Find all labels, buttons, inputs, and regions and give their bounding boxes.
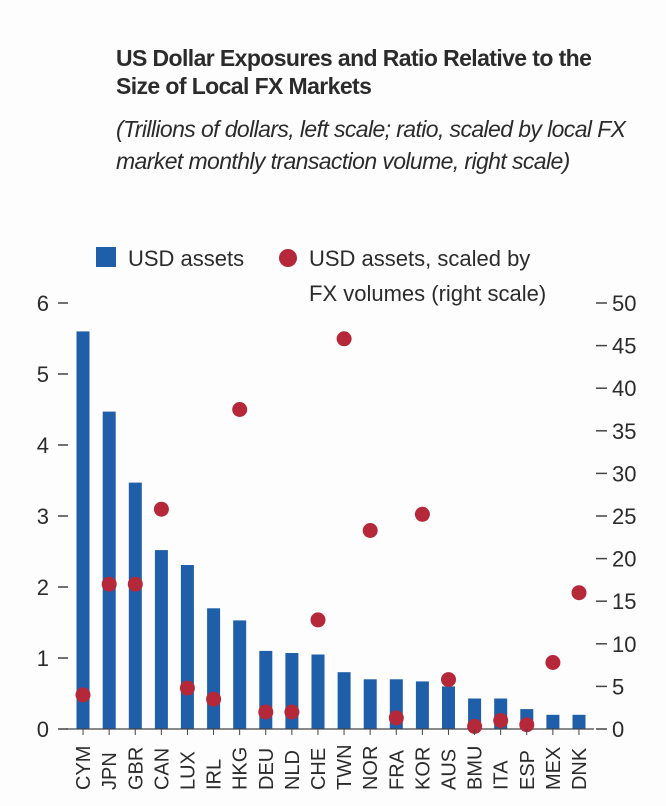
legend-bar-swatch: [96, 247, 116, 267]
dot-deu: [258, 704, 274, 720]
x-label-kor: KOR: [412, 747, 434, 790]
right-tick-label: 5: [612, 674, 624, 699]
x-label-che: CHE: [308, 748, 330, 790]
x-label-twn: TWN: [334, 744, 356, 790]
x-label-deu: DEU: [256, 748, 278, 790]
legend-dot-swatch: [279, 249, 297, 267]
dot-irl: [206, 691, 222, 707]
bar-aus: [442, 686, 455, 729]
dot-kor: [414, 506, 430, 522]
legend-label-scaled: USD assets, scaled by FX volumes (right …: [309, 246, 546, 306]
bar-dnk: [572, 714, 586, 729]
chart-subtitle: (Trillions of dollars, left scale; ratio…: [116, 116, 626, 174]
bar-hkg: [233, 620, 247, 729]
right-tick-label: 50: [612, 291, 636, 316]
x-label-jpn: JPN: [99, 752, 121, 790]
left-tick-label: 2: [37, 575, 49, 600]
right-tick-label: 35: [612, 419, 636, 444]
x-label-nld: NLD: [282, 750, 304, 790]
x-label-irl: IRL: [204, 759, 226, 790]
right-tick-label: 30: [612, 461, 636, 486]
dot-mex: [545, 655, 561, 670]
dot-series: [75, 331, 587, 734]
legend-label-scaled-line-2: FX volumes (right scale): [309, 281, 546, 306]
bar-twn: [337, 672, 351, 729]
bar-cym: [76, 331, 90, 729]
x-label-lux: LUX: [177, 751, 199, 790]
x-label-mex: MEX: [543, 747, 565, 790]
bar-mex: [546, 714, 560, 729]
dot-aus: [441, 672, 456, 688]
legend: USD assets USD assets, scaled by FX volu…: [96, 246, 546, 306]
x-label-dnk: DNK: [569, 747, 591, 790]
dot-dnk: [571, 585, 587, 601]
x-label-esp: ESP: [517, 750, 539, 790]
x-label-fra: FRA: [386, 749, 408, 790]
dot-ita: [493, 713, 509, 728]
right-tick-label: 25: [612, 504, 636, 529]
x-label-aus: AUS: [438, 749, 460, 790]
left-tick-label: 1: [37, 646, 49, 671]
bar-gbr: [128, 482, 142, 729]
dot-nor: [362, 523, 378, 538]
dot-can: [153, 501, 169, 517]
dot-hkg: [232, 402, 248, 417]
x-axis-labels: CYM JPN GBR CAN LUX IRL HKG DEU NLD CHE TWN NOR FRA K…: [73, 729, 591, 790]
bar-irl: [207, 608, 221, 729]
right-tick-label: 0: [612, 717, 624, 742]
chart-title: US Dollar Exposures and Ratio Relative t…: [116, 45, 592, 99]
right-axis: 0 5 10 15 20 25 30 35 40 45 50: [596, 291, 636, 742]
x-label-nor: NOR: [360, 746, 382, 790]
left-tick-label: 6: [37, 291, 49, 316]
right-tick-label: 10: [612, 632, 636, 657]
x-label-cym: CYM: [73, 746, 95, 790]
bar-jpn: [102, 411, 116, 729]
dot-nld: [284, 704, 300, 720]
bar-che: [311, 654, 325, 729]
right-tick-label: 15: [612, 589, 636, 614]
dot-jpn: [101, 576, 117, 592]
left-tick-label: 3: [37, 504, 49, 529]
legend-label-scaled-line-1: USD assets, scaled by: [309, 246, 530, 271]
dot-esp: [519, 717, 535, 733]
dot-cym: [75, 687, 91, 703]
bar-lux: [180, 565, 194, 729]
x-label-hkg: HKG: [230, 747, 252, 790]
bar-series: [66, 331, 594, 730]
left-axis: 0 1 2 3 4 5 6: [37, 291, 68, 742]
right-tick-label: 20: [612, 547, 636, 572]
bar-nor: [363, 679, 377, 729]
dot-che: [310, 612, 326, 628]
dot-gbr: [127, 576, 143, 592]
x-label-ita: ITA: [491, 760, 513, 790]
x-label-bmu: BMU: [465, 746, 487, 790]
x-label-can: CAN: [151, 748, 173, 790]
left-tick-label: 0: [37, 717, 49, 742]
bar-can: [154, 550, 168, 729]
left-tick-label: 4: [37, 433, 49, 458]
bar-kor: [415, 681, 429, 729]
dot-fra: [388, 710, 404, 726]
legend-label-usd-assets: USD assets: [128, 246, 244, 271]
right-tick-label: 40: [612, 376, 636, 401]
dot-bmu: [467, 718, 483, 734]
right-tick-label: 45: [612, 334, 636, 359]
left-tick-label: 5: [37, 362, 49, 387]
dot-twn: [336, 331, 352, 347]
x-label-gbr: GBR: [125, 747, 147, 790]
dot-lux: [179, 680, 195, 696]
